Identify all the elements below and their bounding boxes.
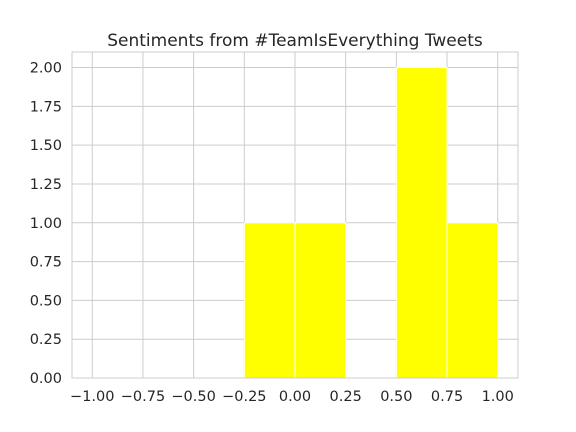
histogram-bar: [294, 222, 347, 379]
plot-frame: [71, 51, 519, 379]
y-tick-label: 0.75: [30, 255, 62, 271]
x-tick-label: −0.50: [171, 389, 215, 405]
y-tick-label: 1.75: [30, 99, 62, 115]
y-tick-label: 0.50: [30, 293, 62, 309]
y-tick-label: 1.25: [30, 177, 62, 193]
y-tick-label: 0.00: [30, 371, 62, 387]
y-tick-label: 2.00: [30, 61, 62, 77]
bars: [243, 67, 499, 379]
y-tick-label: 1.00: [30, 216, 62, 232]
x-tick-label: 1.00: [482, 389, 514, 405]
y-axis-ticks: 0.00 0.25 0.50 0.75 1.00 1.25 1.50 1.75 2.00: [30, 61, 62, 387]
x-tick-label: −0.25: [222, 389, 266, 405]
x-axis-ticks: −1.00 −0.75 −0.50 −0.25 0.00 0.25 0.50 0.75 1.00: [70, 389, 514, 405]
histogram-bar: [243, 222, 296, 379]
x-tick-label: −1.00: [70, 389, 114, 405]
y-tick-label: 1.50: [30, 138, 62, 154]
chart-title: Sentiments from #TeamIsEverything Tweets: [107, 31, 483, 51]
x-tick-label: 0.00: [279, 389, 311, 405]
x-tick-label: 0.50: [380, 389, 412, 405]
histogram-bar: [446, 222, 499, 379]
x-tick-label: −0.75: [121, 389, 165, 405]
histogram-bar: [395, 67, 448, 379]
y-tick-label: 0.25: [30, 332, 62, 348]
x-tick-label: 0.25: [330, 389, 362, 405]
x-tick-label: 0.75: [431, 389, 463, 405]
